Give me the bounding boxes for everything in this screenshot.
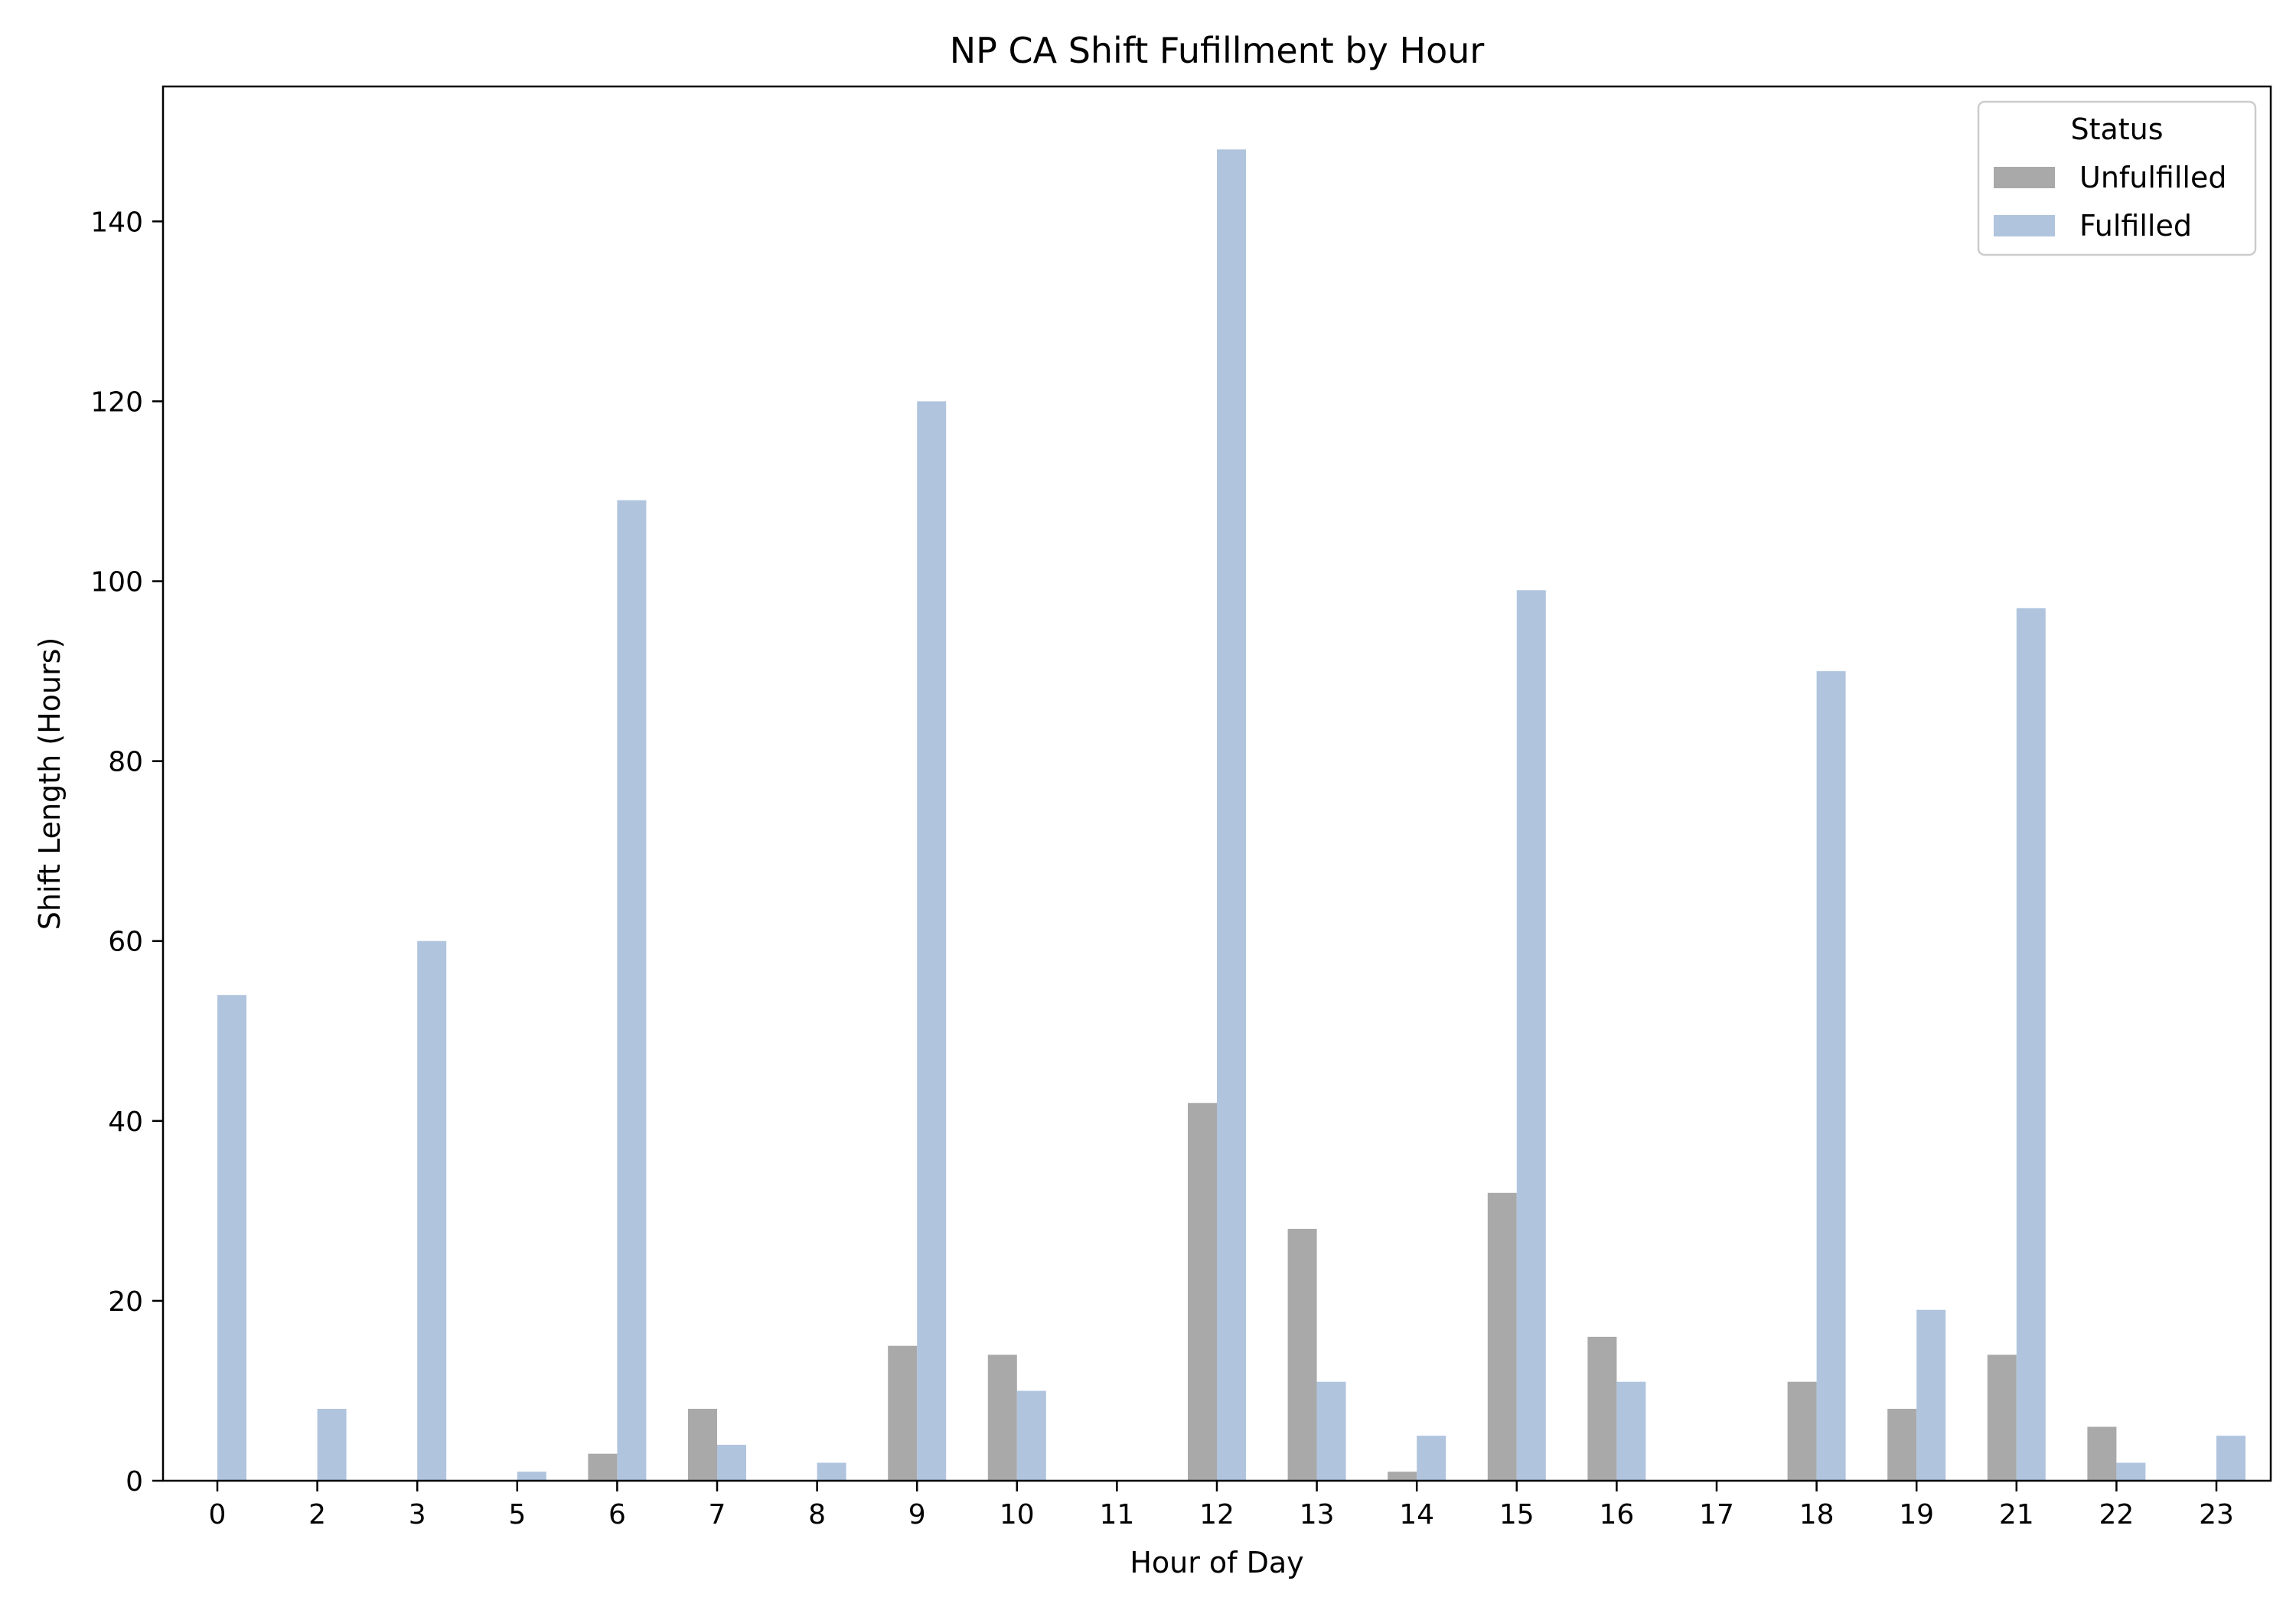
x-tick-label: 5 bbox=[508, 1499, 526, 1530]
x-axis-title: Hour of Day bbox=[1130, 1546, 1303, 1579]
x-tick-label: 7 bbox=[709, 1499, 726, 1530]
x-tick-label: 17 bbox=[1699, 1499, 1734, 1530]
bar-fulfilled-hour-12 bbox=[1217, 149, 1246, 1481]
y-tick-label: 0 bbox=[126, 1466, 143, 1498]
bar-unfulfilled-hour-9 bbox=[888, 1345, 918, 1481]
bar-unfulfilled-hour-21 bbox=[1987, 1354, 2017, 1481]
bar-fulfilled-hour-22 bbox=[2116, 1462, 2146, 1481]
x-tick-label: 18 bbox=[1799, 1499, 1835, 1530]
x-tick-label: 3 bbox=[409, 1499, 426, 1530]
bar-fulfilled-hour-23 bbox=[2216, 1436, 2245, 1481]
x-tick-label: 23 bbox=[2199, 1499, 2234, 1530]
bar-fulfilled-hour-8 bbox=[817, 1462, 846, 1481]
bar-fulfilled-hour-7 bbox=[717, 1445, 746, 1481]
legend-label-unfulfilled: Unfulfilled bbox=[2079, 161, 2226, 194]
y-tick-label: 100 bbox=[90, 567, 143, 598]
bar-unfulfilled-hour-13 bbox=[1287, 1228, 1317, 1481]
bar-unfulfilled-hour-14 bbox=[1388, 1472, 1417, 1481]
bar-unfulfilled-hour-15 bbox=[1487, 1192, 1517, 1481]
legend-label-fulfilled: Fulfilled bbox=[2079, 209, 2192, 243]
x-tick-label: 15 bbox=[1499, 1499, 1534, 1530]
x-tick-label: 0 bbox=[209, 1499, 227, 1530]
chart-title: NP CA Shift Fufillment by Hour bbox=[950, 30, 1485, 71]
bar-unfulfilled-hour-6 bbox=[588, 1453, 618, 1481]
legend-swatch-fulfilled bbox=[1994, 215, 2055, 236]
bar-fulfilled-hour-16 bbox=[1616, 1381, 1646, 1481]
bar-fulfilled-hour-15 bbox=[1516, 590, 1546, 1481]
bar-fulfilled-hour-3 bbox=[417, 940, 447, 1481]
y-tick-label: 80 bbox=[108, 747, 143, 778]
x-tick-label: 19 bbox=[1899, 1499, 1934, 1530]
bar-unfulfilled-hour-22 bbox=[2087, 1426, 2117, 1481]
bar-unfulfilled-hour-18 bbox=[1787, 1381, 1817, 1481]
bar-unfulfilled-hour-16 bbox=[1587, 1336, 1617, 1481]
y-axis-title: Shift Length (Hours) bbox=[33, 637, 67, 931]
bar-unfulfilled-hour-7 bbox=[688, 1409, 717, 1481]
y-tick-label: 60 bbox=[108, 927, 143, 958]
y-tick-label: 140 bbox=[90, 207, 143, 238]
legend-swatch-unfulfilled bbox=[1994, 167, 2055, 188]
x-tick-label: 9 bbox=[908, 1499, 926, 1530]
y-tick-label: 120 bbox=[90, 386, 143, 418]
legend: Status Unfulfilled Fulfilled bbox=[1977, 100, 2257, 256]
x-tick-label: 22 bbox=[2099, 1499, 2134, 1530]
bar-fulfilled-hour-5 bbox=[517, 1472, 546, 1481]
legend-title: Status bbox=[2070, 112, 2163, 146]
bar-fulfilled-hour-21 bbox=[2016, 608, 2046, 1481]
bar-fulfilled-hour-0 bbox=[217, 995, 246, 1481]
bar-unfulfilled-hour-12 bbox=[1188, 1103, 1217, 1481]
x-tick-label: 10 bbox=[1000, 1499, 1035, 1530]
bar-fulfilled-hour-6 bbox=[617, 500, 647, 1482]
x-tick-label: 2 bbox=[308, 1499, 326, 1530]
bar-fulfilled-hour-18 bbox=[1816, 671, 1846, 1481]
bars bbox=[217, 149, 2245, 1482]
x-tick-label: 16 bbox=[1599, 1499, 1634, 1530]
bar-unfulfilled-hour-10 bbox=[987, 1354, 1017, 1481]
bar-fulfilled-hour-13 bbox=[1316, 1381, 1346, 1481]
x-tick-label: 8 bbox=[808, 1499, 826, 1530]
plot-frame bbox=[161, 85, 2272, 1482]
bar-fulfilled-hour-19 bbox=[1916, 1309, 1946, 1481]
bar-fulfilled-hour-9 bbox=[917, 401, 947, 1481]
bar-fulfilled-hour-10 bbox=[1016, 1390, 1046, 1481]
y-tick-label: 20 bbox=[108, 1286, 143, 1318]
x-tick-label: 6 bbox=[608, 1499, 626, 1530]
y-axis-ticks: 0 20 40 60 80 100 120 140 bbox=[90, 207, 163, 1498]
y-tick-label: 40 bbox=[108, 1107, 143, 1138]
bar-fulfilled-hour-14 bbox=[1417, 1436, 1446, 1481]
x-tick-label: 11 bbox=[1099, 1499, 1134, 1530]
x-axis-ticks: 0 2 3 5 6 7 8 9 10 11 12 13 14 15 16 17 18 19 21 22 23 bbox=[209, 1481, 2234, 1530]
bar-fulfilled-hour-2 bbox=[317, 1409, 347, 1481]
x-tick-label: 21 bbox=[1999, 1499, 2034, 1530]
x-tick-label: 13 bbox=[1300, 1499, 1335, 1530]
x-tick-label: 14 bbox=[1399, 1499, 1434, 1530]
bar-unfulfilled-hour-19 bbox=[1887, 1409, 1917, 1481]
x-tick-label: 12 bbox=[1199, 1499, 1234, 1530]
